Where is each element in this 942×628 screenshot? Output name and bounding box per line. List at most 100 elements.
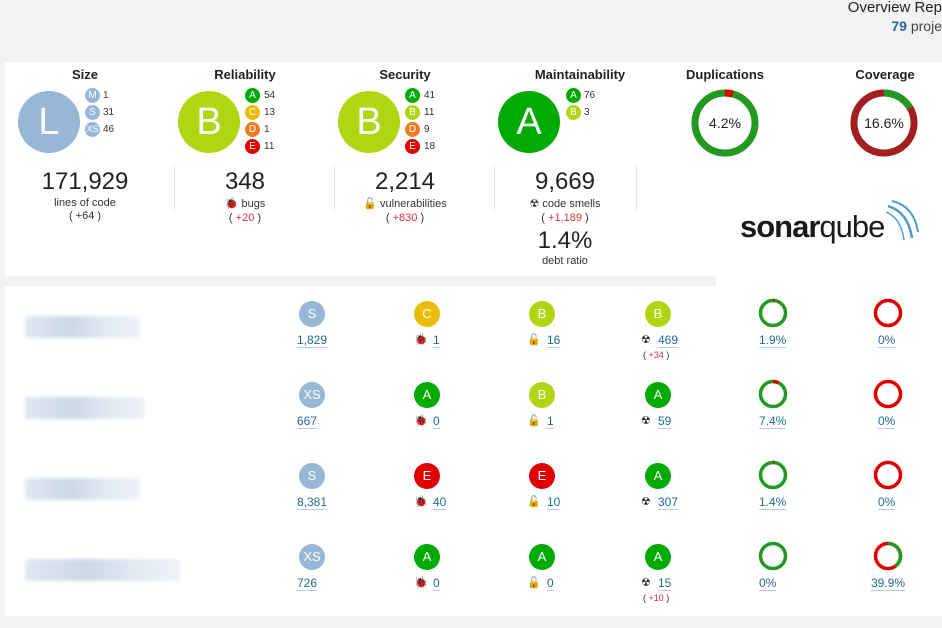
- vulnerabilities-value[interactable]: 2,214: [374, 168, 436, 195]
- maintainability-breakdown-badge[interactable]: B: [566, 105, 581, 120]
- project-name-redacted[interactable]: [25, 316, 140, 338]
- debt-ratio-label: debt ratio: [542, 255, 588, 267]
- code-smell-icon: ☢: [529, 198, 540, 210]
- reliability-rating-badge[interactable]: B: [178, 91, 240, 153]
- reliability-rating-badge[interactable]: C: [414, 301, 440, 327]
- bugs-value[interactable]: 1: [433, 333, 440, 348]
- vulnerabilities-value[interactable]: 10: [547, 495, 561, 510]
- vulnerabilities-value[interactable]: 16: [547, 333, 561, 348]
- size-rating-badge[interactable]: L: [18, 91, 80, 153]
- size-rating-badge[interactable]: S: [299, 463, 325, 489]
- reliability-breakdown-badge[interactable]: C: [245, 105, 260, 120]
- reliability-breakdown-badge[interactable]: E: [245, 139, 260, 154]
- size-rating-badge[interactable]: XS: [299, 382, 325, 408]
- code-smells-value[interactable]: 59: [658, 414, 672, 429]
- lines-of-code-value[interactable]: 171,929: [41, 168, 129, 195]
- duplications-donut[interactable]: [758, 541, 788, 571]
- code-smells-delta: ( +1,189 ): [541, 212, 589, 224]
- security-breakdown-badge[interactable]: E: [405, 139, 420, 154]
- coverage-value[interactable]: 0%: [878, 333, 896, 348]
- maintainability-rating-badge[interactable]: B: [645, 301, 671, 327]
- lock-icon: 🔓: [527, 577, 541, 589]
- security-breakdown-badge[interactable]: A: [405, 88, 420, 103]
- coverage-donut[interactable]: [873, 541, 903, 571]
- maintainability-title: Maintainability: [534, 67, 626, 82]
- size-value[interactable]: 667: [297, 414, 318, 429]
- bug-icon: 🐞: [414, 577, 428, 589]
- security-rating-badge[interactable]: B: [529, 301, 555, 327]
- vulnerabilities-value[interactable]: 0: [547, 576, 554, 591]
- security-rating-badge[interactable]: B: [529, 382, 555, 408]
- size-title: Size: [71, 67, 98, 82]
- duplications-value[interactable]: 1.9%: [759, 333, 787, 348]
- project-name-redacted[interactable]: [25, 397, 145, 419]
- size-breakdown-value: 46: [103, 124, 115, 135]
- coverage-donut[interactable]: [873, 379, 903, 409]
- duplications-donut[interactable]: [758, 379, 788, 409]
- project-name-redacted[interactable]: [25, 478, 140, 500]
- reliability-rating-badge[interactable]: A: [414, 382, 440, 408]
- duplications-donut[interactable]: [691, 89, 759, 157]
- project-name-redacted[interactable]: [25, 559, 180, 581]
- bugs-value[interactable]: 0: [433, 576, 440, 591]
- size-breakdown-badge[interactable]: M: [85, 88, 100, 103]
- size-value[interactable]: 1,829: [297, 333, 328, 348]
- reliability-breakdown-badge[interactable]: D: [245, 122, 260, 137]
- lock-icon: 🔓: [527, 496, 541, 508]
- maintainability-rating-badge[interactable]: A: [645, 544, 671, 570]
- reliability-rating-badge[interactable]: E: [414, 463, 440, 489]
- maintainability-rating-badge[interactable]: A: [498, 91, 560, 153]
- maintainability-breakdown-badge[interactable]: A: [566, 88, 581, 103]
- bugs-label: bugs: [241, 198, 266, 210]
- bugs-label-wrap: 🐞 bugs: [175, 197, 315, 210]
- size-breakdown-badge[interactable]: XS: [85, 122, 100, 137]
- size-breakdown-badge[interactable]: S: [85, 105, 100, 120]
- security-rating-badge[interactable]: A: [529, 544, 555, 570]
- duplications-donut-arc: [758, 379, 788, 409]
- size-rating-badge[interactable]: XS: [299, 544, 325, 570]
- duplications-donut-track: [758, 298, 788, 328]
- summary-panel-extension: [716, 276, 942, 286]
- duplications-value[interactable]: 1.4%: [759, 495, 787, 510]
- coverage-donut[interactable]: [850, 89, 918, 157]
- size-value[interactable]: 726: [297, 576, 318, 591]
- coverage-value[interactable]: 39.9%: [871, 576, 906, 591]
- coverage-donut[interactable]: [873, 298, 903, 328]
- duplications-value[interactable]: 7.4%: [759, 414, 787, 429]
- bugs-value[interactable]: 0: [433, 414, 440, 429]
- security-rating-badge[interactable]: B: [338, 91, 400, 153]
- code-smells-value[interactable]: 469: [658, 333, 679, 348]
- coverage-donut[interactable]: [873, 460, 903, 490]
- security-rating-badge[interactable]: E: [529, 463, 555, 489]
- size-value[interactable]: 8,381: [297, 495, 328, 510]
- coverage-value[interactable]: 0%: [878, 414, 896, 429]
- project-count-link[interactable]: 79: [891, 18, 907, 34]
- duplications-donut[interactable]: [758, 298, 788, 328]
- debt-ratio-value[interactable]: 1.4%: [537, 227, 593, 254]
- maintainability-rating-badge[interactable]: A: [645, 463, 671, 489]
- code-smells-value[interactable]: 15: [658, 576, 672, 591]
- code-smell-icon: ☢: [641, 577, 651, 589]
- coverage-value[interactable]: 0%: [878, 495, 896, 510]
- reliability-rating-badge[interactable]: A: [414, 544, 440, 570]
- security-breakdown-badge[interactable]: D: [405, 122, 420, 137]
- size-rating-badge[interactable]: S: [299, 301, 325, 327]
- duplications-title: Duplications: [685, 67, 764, 82]
- security-breakdown-badge[interactable]: B: [405, 105, 420, 120]
- lock-icon: 🔓: [527, 415, 541, 427]
- maintainability-rating-badge[interactable]: A: [645, 382, 671, 408]
- vulnerabilities-value[interactable]: 1: [547, 414, 554, 429]
- column-divider: [174, 166, 175, 210]
- bug-icon: 🐞: [414, 334, 428, 346]
- duplications-donut[interactable]: [758, 460, 788, 490]
- bugs-value[interactable]: 348: [224, 168, 266, 195]
- code-smells-value[interactable]: 307: [658, 495, 679, 510]
- duplications-donut-track: [758, 379, 788, 409]
- reliability-breakdown-badge[interactable]: A: [245, 88, 260, 103]
- security-breakdown-value: 41: [424, 90, 436, 101]
- vulnerabilities-label: vulnerabilities: [380, 198, 447, 210]
- code-smells-value[interactable]: 9,669: [534, 168, 596, 195]
- duplications-value[interactable]: 0%: [759, 576, 777, 591]
- bugs-value[interactable]: 40: [433, 495, 447, 510]
- code-smell-icon: ☢: [641, 334, 651, 346]
